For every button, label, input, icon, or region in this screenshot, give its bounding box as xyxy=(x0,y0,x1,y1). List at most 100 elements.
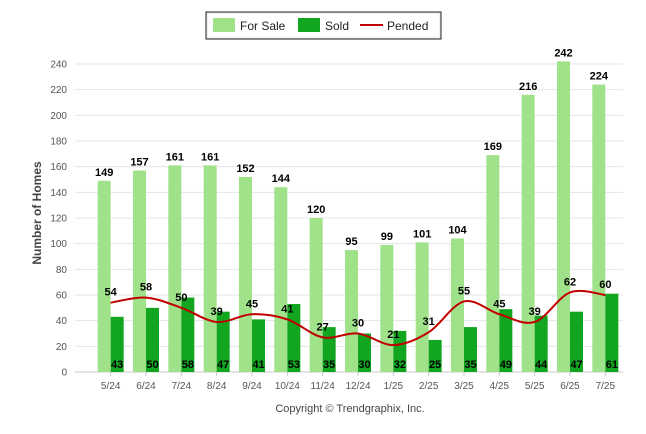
bar-for-sale xyxy=(203,165,217,372)
data-label-sold: 32 xyxy=(394,359,406,371)
bar-for-sale xyxy=(168,165,182,372)
data-label-pended: 50 xyxy=(175,292,187,304)
data-label-sold: 30 xyxy=(358,359,370,371)
bar-sold xyxy=(393,330,407,372)
x-tick-label: 7/25 xyxy=(596,381,616,392)
data-label-sold: 50 xyxy=(146,359,158,371)
data-label-for-sale: 144 xyxy=(272,173,291,185)
y-axis-label: Number of Homes xyxy=(30,161,44,265)
data-label-pended: 45 xyxy=(493,298,505,310)
y-tick-label: 20 xyxy=(56,342,68,353)
legend-swatch-for-sale xyxy=(213,18,235,32)
data-label-pended: 41 xyxy=(281,303,293,315)
bar-for-sale xyxy=(380,244,394,372)
data-label-pended: 45 xyxy=(246,298,258,310)
bar-for-sale xyxy=(345,250,358,372)
bar-sold xyxy=(605,293,619,372)
data-label-for-sale: 120 xyxy=(307,204,325,216)
x-tick-label: 1/25 xyxy=(384,381,404,392)
data-label-sold: 53 xyxy=(288,359,300,371)
data-label-pended: 27 xyxy=(317,321,329,333)
y-tick-label: 220 xyxy=(50,85,67,96)
data-label-sold: 49 xyxy=(500,359,512,371)
bar-sold xyxy=(570,311,583,372)
x-tick-label: 4/25 xyxy=(490,381,510,392)
data-label-sold: 35 xyxy=(464,359,476,371)
data-label-for-sale: 169 xyxy=(484,141,502,153)
data-label-for-sale: 161 xyxy=(166,151,184,163)
data-label-sold: 44 xyxy=(535,359,548,371)
data-label-for-sale: 95 xyxy=(345,236,357,248)
data-label-pended: 54 xyxy=(105,287,118,299)
data-label-for-sale: 152 xyxy=(236,163,254,175)
y-tick-label: 140 xyxy=(50,188,67,199)
bar-for-sale xyxy=(239,176,252,372)
bar-for-sale xyxy=(133,170,146,372)
data-label-sold: 41 xyxy=(252,359,264,371)
data-label-sold: 43 xyxy=(111,359,123,371)
bar-sold xyxy=(464,327,477,372)
plot-area: 0 20 40 60 80 100 120 140 160 180 200 220 240 5/24 149… xyxy=(50,47,623,392)
data-label-sold: 35 xyxy=(323,359,335,371)
bar-sold xyxy=(499,309,513,372)
bar-sold xyxy=(358,333,371,372)
bar-for-sale xyxy=(274,187,288,372)
data-label-sold: 58 xyxy=(182,359,194,371)
y-tick-label: 160 xyxy=(50,162,67,173)
y-tick-label: 80 xyxy=(56,265,68,276)
bar-for-sale xyxy=(309,218,323,372)
data-label-pended: 39 xyxy=(529,306,541,318)
data-label-pended: 58 xyxy=(140,282,152,294)
x-tick-label: 5/25 xyxy=(525,381,545,392)
data-label-pended: 31 xyxy=(423,316,435,328)
data-label-for-sale: 104 xyxy=(448,225,467,237)
x-tick-label: 2/25 xyxy=(419,381,439,392)
x-tick-label: 11/24 xyxy=(311,381,336,392)
data-label-for-sale: 161 xyxy=(201,151,219,163)
data-label-pended: 55 xyxy=(458,285,470,297)
x-tick-label: 5/24 xyxy=(101,381,121,392)
data-label-pended: 30 xyxy=(352,318,364,330)
data-label-for-sale: 224 xyxy=(590,71,609,83)
x-tick-label: 6/25 xyxy=(560,381,580,392)
data-label-pended: 21 xyxy=(387,329,399,341)
legend: For Sale Sold Pended xyxy=(205,11,442,40)
legend-label-sold: Sold xyxy=(325,19,349,33)
data-label-pended: 39 xyxy=(211,306,223,318)
y-tick-label: 240 xyxy=(50,60,67,71)
legend-swatch-sold xyxy=(298,18,320,32)
bar-for-sale xyxy=(486,155,500,372)
bar-for-sale xyxy=(415,242,429,372)
y-tick-label: 120 xyxy=(50,214,67,225)
data-label-sold: 47 xyxy=(217,359,229,371)
data-label-for-sale: 216 xyxy=(519,81,537,93)
bar-for-sale xyxy=(592,84,606,373)
data-label-sold: 25 xyxy=(429,359,441,371)
data-label-for-sale: 99 xyxy=(381,231,393,243)
copyright-credit: Copyright © Trendgraphix, Inc. xyxy=(275,403,424,415)
data-label-for-sale: 101 xyxy=(413,228,431,240)
legend-label-for-sale: For Sale xyxy=(240,19,286,33)
data-label-pended: 60 xyxy=(599,279,611,291)
data-label-sold: 47 xyxy=(570,359,582,371)
bar-sold xyxy=(110,316,124,372)
bar-for-sale xyxy=(97,180,111,372)
y-tick-label: 200 xyxy=(50,111,67,122)
bar-for-sale xyxy=(557,61,570,372)
bar-sold xyxy=(534,315,548,372)
y-tick-label: 0 xyxy=(61,368,67,379)
y-tick-label: 180 xyxy=(50,137,67,148)
x-tick-label: 7/24 xyxy=(172,381,192,392)
data-label-sold: 61 xyxy=(606,359,618,371)
x-tick-label: 8/24 xyxy=(207,381,227,392)
x-tick-label: 6/24 xyxy=(136,381,156,392)
y-tick-label: 100 xyxy=(50,239,67,250)
legend-label-pended: Pended xyxy=(387,19,428,33)
series-line-pended xyxy=(110,289,606,347)
x-tick-label: 9/24 xyxy=(242,381,262,392)
bar-sold xyxy=(428,339,442,372)
bar-sold xyxy=(181,297,195,372)
bar-sold xyxy=(216,311,230,372)
